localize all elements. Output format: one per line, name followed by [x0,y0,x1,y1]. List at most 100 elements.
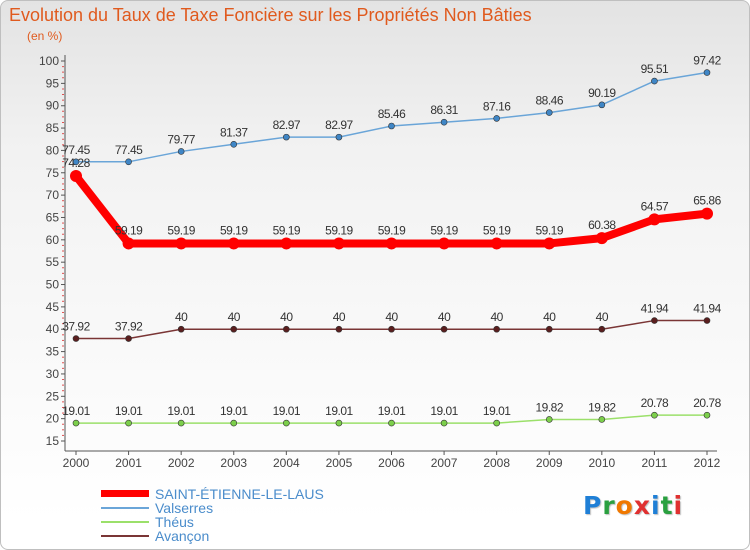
y-tick-label: 85 [46,121,60,135]
data-point [648,213,661,226]
y-tick-label: 15 [46,434,60,448]
data-label: 88.46 [535,94,563,108]
data-point [703,69,711,76]
data-label: 40 [385,310,398,324]
data-label: 77.45 [62,143,90,157]
chart-title: Evolution du Taux de Taxe Foncière sur l… [9,5,532,25]
y-tick-label: 55 [46,255,60,269]
data-label: 41.94 [641,302,669,316]
data-point [703,317,711,324]
data-point [651,411,658,419]
data-point [545,325,553,333]
x-tick-label: 2006 [378,456,405,470]
data-point [703,411,711,419]
data-point [72,158,80,166]
x-tick-label: 2008 [483,456,510,470]
x-tick-label: 2007 [431,456,458,470]
data-label: 19.01 [483,404,511,418]
logo-letter: o [615,491,634,520]
x-tick-label: 2000 [63,456,90,470]
data-point [332,237,345,250]
data-label: 40 [596,310,609,324]
legend-swatch [101,535,149,537]
logo-letter: i [673,491,684,520]
data-point [385,237,398,250]
data-label: 19.01 [430,404,458,418]
data-label: 59.19 [325,223,353,237]
data-point [335,133,343,141]
data-point [388,419,395,427]
x-tick-label: 2011 [642,456,668,470]
data-point [177,325,185,333]
data-label: 97.42 [693,54,721,68]
y-tick-label: 100 [39,54,59,68]
data-label: 40 [543,310,556,324]
data-point [125,158,132,166]
x-tick-label: 2004 [273,456,300,470]
data-label: 60.38 [588,218,616,232]
data-point [283,419,290,427]
data-point [122,237,135,250]
y-tick-label: 35 [46,345,60,359]
data-point [72,335,80,342]
x-tick-label: 2005 [326,456,353,470]
data-point [440,118,448,126]
data-label: 40 [333,310,346,324]
data-label: 95.51 [641,62,669,76]
y-tick-label: 50 [46,278,60,292]
data-label: 81.37 [220,125,248,139]
logo-letter: P [583,491,603,520]
y-tick-label: 95 [46,76,60,90]
logo-letter: t [660,491,674,520]
x-tick-label: 2003 [220,456,247,470]
data-label: 19.01 [220,404,248,418]
data-label: 64.57 [641,199,669,213]
y-tick-label: 75 [46,166,60,180]
data-label: 40 [490,310,503,324]
data-label: 59.19 [483,223,511,237]
legend-label: Théus [155,514,194,530]
data-label: 40 [228,310,241,324]
line-chart: 15 20 25 30 35 40 45 50 55 60 65 70 75 80 85 90 95 100 200… [39,54,722,470]
data-label: 79.77 [167,132,195,146]
data-label: 40 [175,310,188,324]
data-label: 86.31 [430,103,458,117]
legend-label: Avançon [155,528,210,544]
x-tick-label: 2001 [115,456,142,470]
data-point [490,237,503,250]
data-label: 59.19 [273,223,301,237]
data-point [598,101,606,109]
data-label: 65.86 [693,194,721,208]
data-point [175,237,188,250]
y-tick-label: 70 [46,188,60,202]
data-label: 59.19 [167,223,195,237]
data-point [283,133,290,141]
data-label: 59.19 [535,223,563,237]
data-point [651,77,658,85]
data-label: 19.01 [378,404,406,418]
data-point [388,122,395,130]
data-label: 41.94 [693,302,721,316]
x-tick-label: 2010 [588,456,615,470]
y-tick-label: 60 [46,233,60,247]
legend-label: Valserres [155,500,214,516]
data-point [438,237,451,250]
data-point [440,325,448,333]
data-point [177,419,185,427]
legend-swatch [101,507,149,509]
data-label: 19.01 [115,404,143,418]
data-point [701,207,713,220]
data-label: 59.19 [220,223,248,237]
x-tick-label: 2002 [168,456,195,470]
data-label: 37.92 [62,320,90,334]
data-point [230,140,238,148]
legend-swatch [101,521,149,523]
data-point [598,325,606,333]
x-tick-label: 2009 [536,456,563,470]
y-tick-label: 80 [46,143,60,157]
x-tick-label: 2012 [694,456,721,470]
data-point [280,237,293,250]
data-label: 37.92 [115,320,143,334]
data-label: 59.19 [430,223,458,237]
data-label: 19.82 [588,400,616,414]
